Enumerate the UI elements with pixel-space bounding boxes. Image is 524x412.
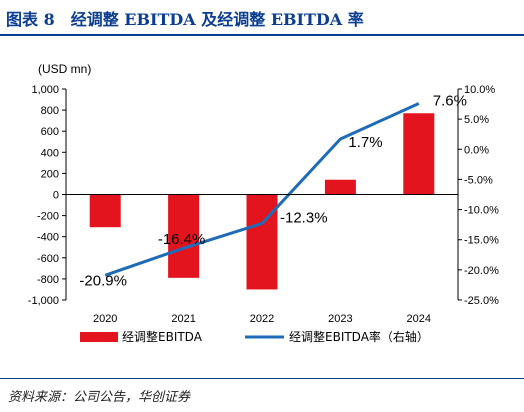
x-tick-label: 2023 — [328, 313, 352, 325]
legend-bar-label: 经调整EBITDA — [122, 329, 203, 344]
left-axis-tick-label: 800 — [41, 105, 59, 117]
footer-divider — [0, 378, 524, 379]
left-axis: -1,000 -800 -600 -400 -200 0 200 400 600 800 1,000 — [28, 84, 67, 307]
x-tick-label: 2021 — [171, 313, 195, 325]
rate-data-label: -16.4% — [158, 231, 206, 248]
bar-series — [89, 113, 435, 290]
title-divider — [0, 34, 524, 36]
right-axis-tick-label: -25.0% — [464, 295, 499, 307]
x-axis: 2020 2021 2022 2023 2024 — [66, 194, 458, 325]
left-axis-tick-label: 200 — [41, 168, 59, 180]
rate-data-label: -12.3% — [280, 209, 328, 226]
right-axis-tick-label: 10.0% — [464, 84, 495, 96]
left-axis-tick-label: -600 — [37, 253, 59, 265]
legend-bar-swatch — [80, 332, 118, 342]
right-axis: -25.0% -20.0% -15.0% -10.0% -5.0% 0.0% 5.0% 10.… — [457, 84, 499, 307]
legend-line-label: 经调整EBITDA率（右轴） — [289, 329, 429, 344]
rate-data-label: 1.7% — [348, 134, 382, 151]
source-note: 资料来源：公司公告，华创证券 — [8, 390, 191, 405]
bar-2023 — [324, 179, 356, 195]
right-axis-tick-label: -5.0% — [464, 174, 493, 186]
left-axis-tick-label: -1,000 — [28, 295, 59, 307]
rate-line — [104, 102, 420, 277]
left-axis-tick-label: -200 — [37, 211, 59, 223]
legend: 经调整EBITDA 经调整EBITDA率（右轴） — [80, 329, 429, 344]
left-axis-tick-label: 0 — [53, 190, 59, 202]
y-axis-unit-label: (USD mn) — [38, 62, 91, 76]
x-tick-label: 2024 — [407, 313, 431, 325]
x-tick-label: 2020 — [93, 313, 117, 325]
bar-2020 — [89, 194, 121, 228]
rate-data-label: -20.9% — [79, 272, 127, 289]
right-axis-tick-label: -10.0% — [464, 205, 499, 217]
left-axis-tick-label: -400 — [37, 232, 59, 244]
right-axis-tick-label: -15.0% — [464, 235, 499, 247]
bar-2024 — [403, 113, 435, 195]
left-axis-tick-label: -800 — [37, 274, 59, 286]
left-axis-tick-label: 1,000 — [31, 84, 59, 96]
rate-data-label: 7.6% — [433, 92, 467, 109]
right-axis-tick-label: -20.0% — [464, 265, 499, 277]
figure-title: 图表 8 经调整 EBITDA 及经调整 EBITDA 率 — [6, 10, 364, 29]
bar-2022 — [246, 194, 278, 290]
bar-2021 — [168, 194, 200, 278]
line-series: -20.9% -16.4% -12.3% 1.7% 7.6% — [79, 92, 467, 289]
x-tick-label: 2022 — [250, 313, 274, 325]
right-axis-tick-label: 0.0% — [464, 144, 489, 156]
left-axis-tick-label: 600 — [41, 126, 59, 138]
left-axis-tick-label: 400 — [41, 147, 59, 159]
right-axis-tick-label: 5.0% — [464, 114, 489, 126]
